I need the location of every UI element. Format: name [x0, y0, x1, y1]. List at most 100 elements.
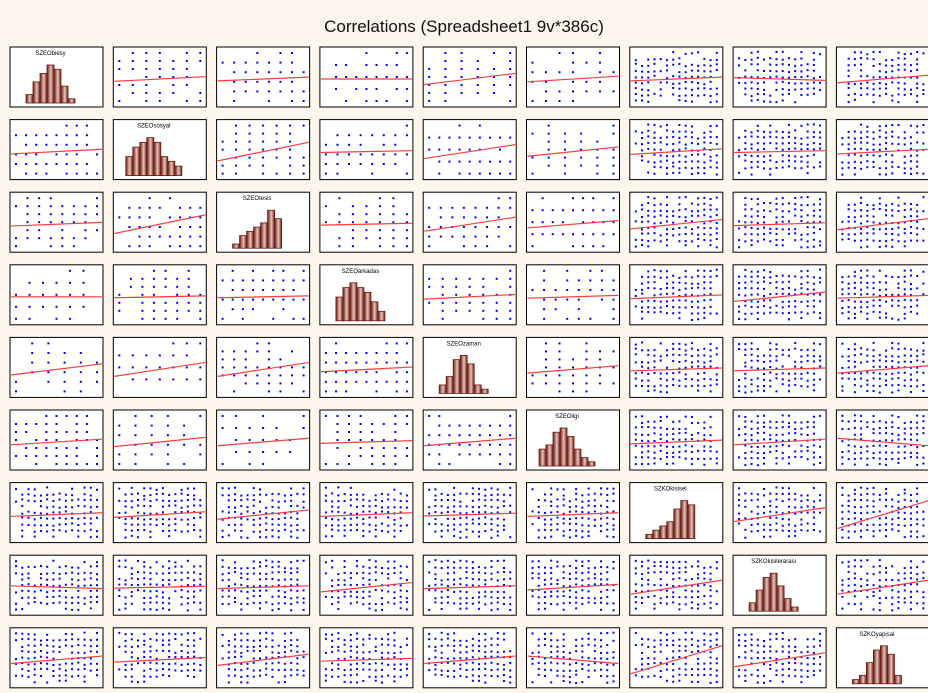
hist-bar [246, 230, 255, 249]
scatter-point [916, 385, 919, 388]
scatter-point [634, 601, 637, 604]
scatter-point [812, 282, 815, 285]
scatter-point [385, 342, 388, 345]
scatter-point [599, 90, 601, 93]
hist-bar [687, 504, 696, 540]
scatter-point [428, 245, 431, 248]
scatter-point [703, 572, 706, 575]
scatter-point [763, 155, 766, 158]
scatter-point [812, 311, 815, 314]
scatter-point [180, 571, 183, 574]
scatter-point [866, 166, 869, 169]
hist-bar [769, 572, 778, 612]
scatter-point [647, 583, 650, 586]
scatter-point [606, 516, 609, 519]
scatter-point [697, 166, 700, 169]
scatter-point [750, 378, 753, 381]
scatter-point [365, 88, 368, 90]
scatter-point [647, 81, 650, 84]
scatter-point [233, 71, 236, 74]
scatter-point [46, 662, 49, 665]
scatter-point [58, 523, 61, 526]
scatter-point [143, 669, 146, 672]
scatter-point [49, 245, 52, 248]
scatter-point [394, 423, 397, 425]
scatter-point [428, 136, 431, 139]
scatter-point [186, 510, 189, 513]
scatter-point [922, 228, 925, 231]
scatter-point [659, 125, 662, 128]
scatter-point [794, 82, 797, 85]
scatter-point [562, 565, 565, 568]
scatter-point [853, 64, 856, 67]
scatter-point [781, 142, 784, 145]
scatter-point [794, 147, 797, 150]
scatter-point [446, 494, 449, 497]
scatter-point [703, 306, 706, 309]
scatter-point [763, 511, 766, 514]
fit-line [734, 438, 826, 446]
scatter-point [709, 384, 712, 387]
scatter-point [866, 269, 869, 272]
scatter-point [653, 210, 656, 213]
scatter-point [903, 209, 906, 212]
scatter-point [781, 443, 784, 446]
scatter-point [853, 419, 856, 422]
scatter-point [659, 209, 662, 212]
scatter-point [665, 451, 668, 454]
scatter-point [678, 215, 681, 218]
scatter-point [897, 51, 900, 54]
scatter-point [738, 518, 741, 521]
scatter-point [684, 378, 687, 381]
scatter-point [556, 498, 559, 501]
scatter-point [860, 154, 863, 157]
scatter-point [246, 494, 249, 497]
scatter-point [659, 359, 662, 362]
cell-frame [216, 336, 311, 398]
scatter-point [509, 453, 512, 456]
scatter-point [697, 565, 700, 568]
scatter-point [634, 347, 637, 350]
scatter-point [31, 361, 34, 364]
scatter-point [338, 237, 341, 240]
scatter-point [302, 589, 305, 592]
scatter-point [568, 596, 571, 599]
scatter-point [189, 226, 192, 228]
scatter-point [267, 342, 270, 345]
scatter-point [647, 239, 650, 242]
scatter-point [577, 308, 580, 311]
scatter-point [64, 638, 67, 641]
scatter-point [916, 500, 919, 503]
scatter-point [684, 81, 687, 84]
scatter-point [550, 493, 553, 496]
scatter-point [916, 421, 919, 424]
scatter-point [800, 444, 803, 447]
scatter-point [83, 584, 86, 587]
scatter-point [715, 238, 718, 241]
scatter-point [750, 198, 753, 201]
scatter-point [647, 433, 650, 436]
scatter-point [131, 52, 134, 54]
scatter-point [256, 350, 259, 353]
scatter-point [641, 155, 644, 158]
scatter-point [83, 493, 86, 496]
scatter-point [916, 125, 919, 128]
scatter-point [684, 270, 687, 273]
scatter-point [903, 82, 906, 85]
scatter-point [853, 572, 856, 575]
scatter-point [149, 512, 152, 515]
scatter-point [769, 159, 772, 162]
scatter-point [543, 279, 546, 282]
scatter-point [277, 523, 280, 526]
scatter-point [246, 518, 249, 521]
scatter-point [39, 662, 42, 665]
scatter-point [641, 349, 644, 352]
scatter-point [52, 500, 55, 503]
scatter-point [52, 585, 55, 588]
scatter-point [85, 163, 88, 165]
scatter-point [763, 523, 766, 526]
scatter-point [496, 506, 499, 509]
scatter-point [572, 71, 574, 74]
scatter-point [891, 135, 894, 138]
scatter-point [267, 350, 270, 353]
